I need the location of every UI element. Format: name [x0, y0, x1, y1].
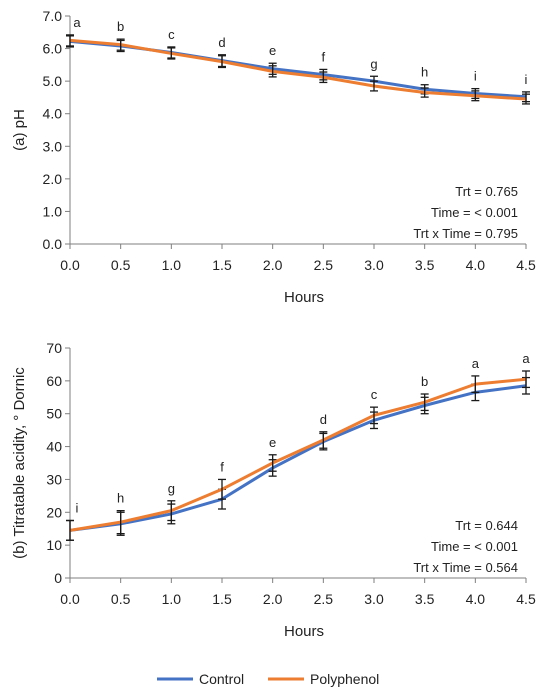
error-bar	[218, 478, 226, 500]
y-tick-label: 1.0	[43, 203, 63, 219]
y-tick-label: 7.0	[43, 8, 63, 24]
y-tick-label: 6.0	[43, 41, 63, 57]
significance-letter: d	[320, 412, 327, 427]
significance-letter: h	[117, 491, 124, 506]
significance-letter: i	[76, 501, 79, 516]
x-tick-label: 3.5	[415, 591, 435, 607]
y-tick-label: 50	[46, 406, 62, 422]
x-tick-label: 1.5	[212, 591, 232, 607]
error-bar	[370, 80, 378, 92]
significance-letter: i	[474, 69, 477, 84]
significance-letter: e	[269, 43, 276, 58]
significance-letter: g	[370, 56, 377, 71]
stat-annotation: Trt = 0.765	[455, 184, 518, 199]
series-polyphenol	[66, 34, 530, 105]
y-tick-label: 60	[46, 373, 62, 389]
series-control	[66, 376, 530, 541]
significance-letter: d	[218, 35, 225, 50]
x-tick-label: 1.0	[162, 257, 182, 273]
y-tick-label: 2.0	[43, 171, 63, 187]
series-line-polyphenol	[69, 38, 527, 101]
panel-b-titratable-acidity: 0 10 20 30 40 50 60 70 0.0 0.5 1.0 1.5 2.0 2.5 3.0 3.5 4…	[11, 340, 536, 640]
significance-letter: e	[269, 435, 276, 450]
series-line-polyphenol	[69, 377, 527, 532]
x-tick-label: 3.0	[364, 257, 384, 273]
x-tick-label: 4.5	[516, 257, 536, 273]
y-tick-label: 0	[54, 570, 62, 586]
legend-label-control: Control	[199, 671, 244, 687]
series-polyphenol	[66, 370, 530, 541]
stat-annotation: Trt x Time = 0.564	[413, 560, 518, 575]
y-tick-label: 70	[46, 340, 62, 356]
x-tick-label: 3.5	[415, 257, 435, 273]
y-tick-label: 0.0	[43, 236, 63, 252]
error-bar	[116, 38, 125, 51]
stat-annotation: Trt x Time = 0.795	[413, 226, 518, 241]
y-tick-label: 10	[46, 537, 62, 553]
error-bar	[420, 393, 429, 412]
error-bar	[167, 47, 176, 60]
series-line-control	[69, 39, 527, 99]
error-bar	[167, 500, 176, 522]
significance-letter: f	[322, 49, 326, 64]
x-tick-label: 0.0	[60, 257, 80, 273]
x-tick-label: 0.5	[111, 257, 131, 273]
significance-letter: h	[421, 65, 428, 80]
significance-letter: f	[220, 459, 224, 474]
stat-annotation: Time = < 0.001	[431, 539, 518, 554]
error-bar	[522, 93, 530, 105]
y-tick-label: 30	[46, 471, 62, 487]
x-axis-title: Hours	[284, 289, 324, 306]
y-tick-label: 20	[46, 504, 62, 520]
error-bar	[268, 65, 277, 78]
stat-annotation: Time = < 0.001	[431, 205, 518, 220]
legend-label-polyphenol: Polyphenol	[310, 671, 379, 687]
significance-letter: g	[168, 481, 175, 496]
significance-letter: b	[117, 19, 124, 34]
error-bar	[522, 370, 530, 389]
error-bar	[66, 519, 74, 541]
error-bar	[319, 71, 328, 84]
y-axis-title: (a) pH	[11, 109, 28, 151]
x-tick-label: 4.0	[466, 591, 486, 607]
y-tick-label: 3.0	[43, 138, 63, 154]
error-bar	[268, 454, 277, 472]
error-bar	[471, 375, 480, 394]
x-tick-label: 0.0	[60, 591, 80, 607]
error-bar	[471, 90, 480, 102]
y-axis-title: (b) Titratable acidity, ° Dornic	[11, 367, 28, 559]
series-line-control	[69, 384, 527, 532]
x-tick-label: 1.0	[162, 591, 182, 607]
significance-letter: a	[472, 356, 480, 371]
x-tick-label: 2.5	[314, 591, 334, 607]
significance-letter: c	[371, 387, 378, 402]
x-tick-label: 2.5	[314, 257, 334, 273]
x-tick-label: 2.0	[263, 257, 283, 273]
y-tick-label: 40	[46, 439, 62, 455]
panel-a-ph: 0.0 1.0 2.0 3.0 4.0 5.0 6.0 7.0 0.0 0.5 1.0 1.5 2.0 2…	[11, 8, 536, 306]
error-bar	[66, 34, 74, 47]
error-bar	[420, 87, 429, 98]
x-axis-title: Hours	[284, 623, 324, 640]
error-bar	[218, 55, 226, 69]
x-tick-label: 2.0	[263, 591, 283, 607]
x-tick-label: 1.5	[212, 257, 232, 273]
y-tick-label: 5.0	[43, 73, 63, 89]
significance-letter: b	[421, 374, 428, 389]
x-tick-label: 3.0	[364, 591, 384, 607]
error-bar	[319, 431, 328, 449]
significance-letter: c	[168, 27, 175, 42]
x-tick-label: 4.5	[516, 591, 536, 607]
x-tick-label: 0.5	[111, 591, 131, 607]
significance-letter: a	[522, 351, 530, 366]
significance-letter: i	[525, 72, 528, 87]
error-bar	[370, 406, 378, 425]
stat-annotation: Trt = 0.644	[455, 518, 518, 533]
x-tick-label: 4.0	[466, 257, 486, 273]
legend: Control Polyphenol	[157, 671, 379, 687]
significance-letter: a	[73, 15, 81, 30]
y-tick-label: 4.0	[43, 106, 63, 122]
error-bar	[116, 509, 125, 535]
